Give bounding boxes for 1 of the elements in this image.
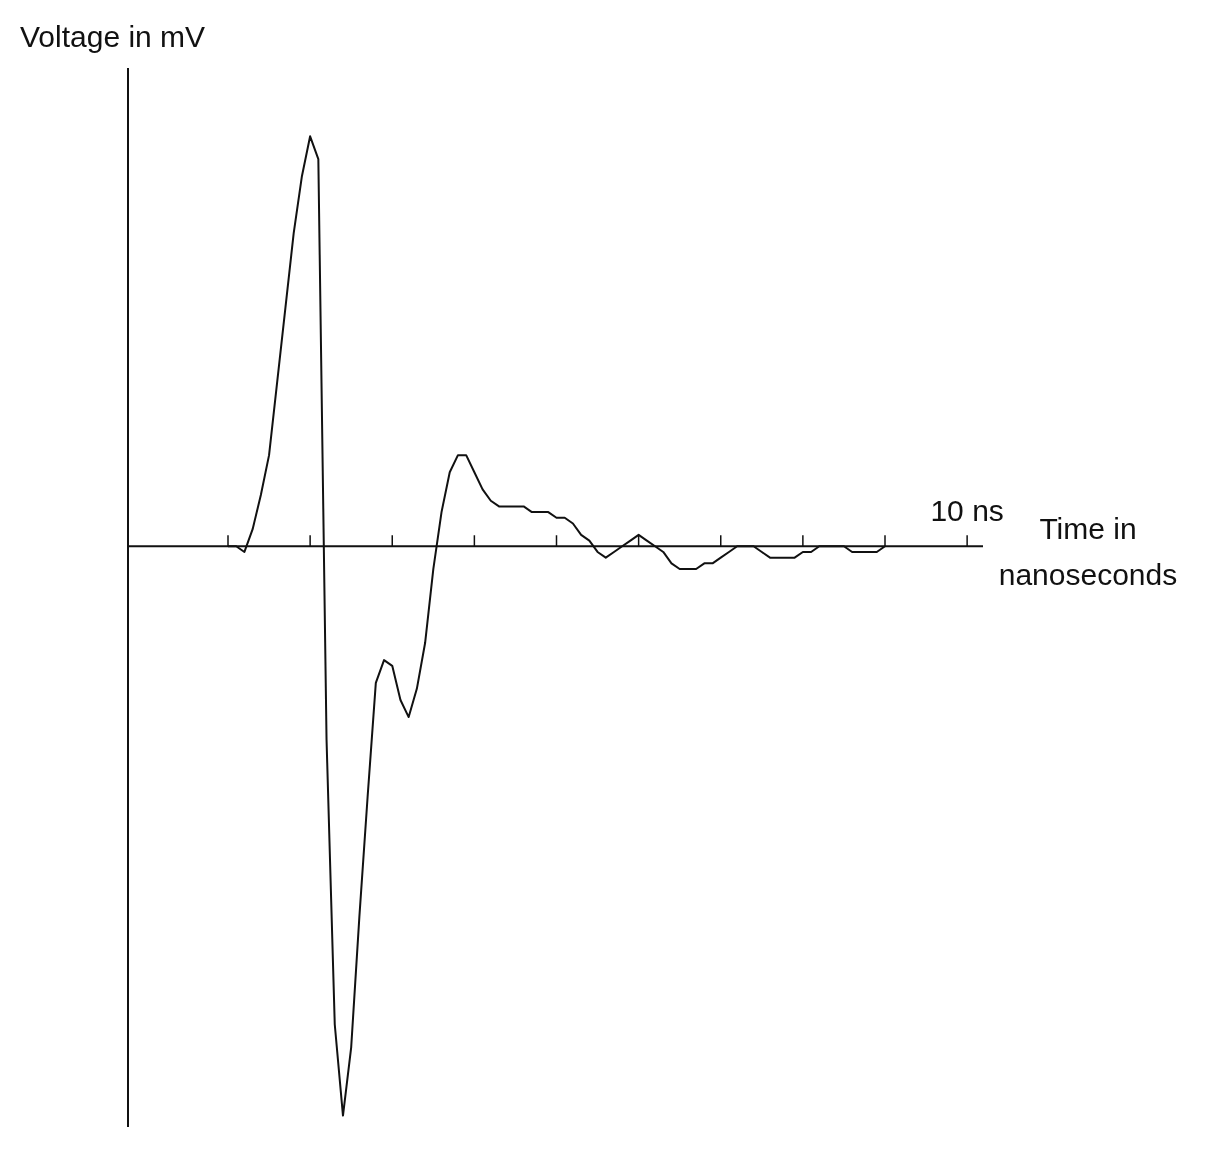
y-axis-title: Voltage in mV [20,20,206,54]
